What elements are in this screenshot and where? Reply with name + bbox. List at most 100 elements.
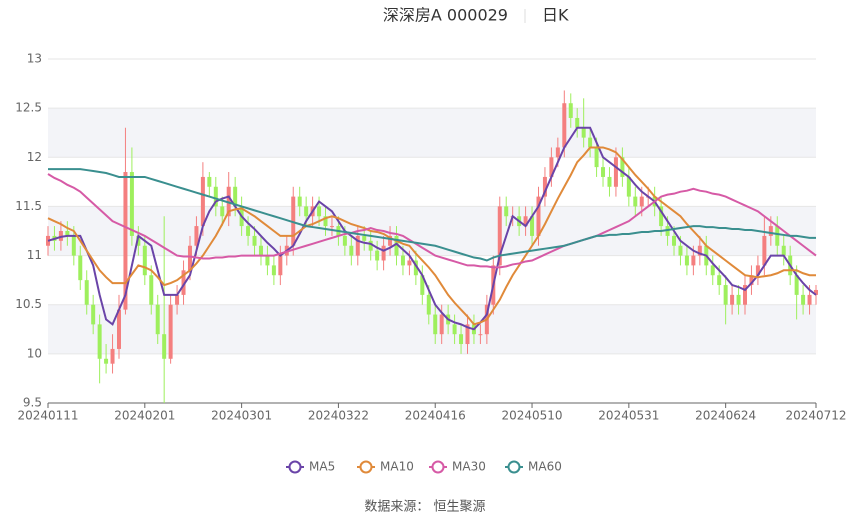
candle-body bbox=[730, 294, 735, 305]
candle-body bbox=[588, 137, 593, 148]
candle-body bbox=[613, 157, 618, 187]
candle-body bbox=[407, 260, 412, 266]
candle-body bbox=[601, 167, 606, 177]
candle-body bbox=[278, 255, 283, 276]
candle-body bbox=[755, 265, 760, 276]
candle-body bbox=[749, 275, 754, 286]
candle-body bbox=[659, 206, 664, 227]
y-tick-label: 11.5 bbox=[15, 199, 42, 213]
legend-item: MA5 bbox=[286, 460, 335, 474]
legend: MA5 MA10 MA30 MA60 bbox=[286, 460, 562, 474]
chart-period: 日K bbox=[542, 6, 569, 25]
y-tick-label: 12.5 bbox=[15, 101, 42, 115]
candle-body bbox=[413, 260, 418, 276]
candle-body bbox=[388, 235, 393, 246]
x-tick-label: 20240624 bbox=[695, 409, 756, 423]
candle-body bbox=[555, 147, 560, 158]
candle-body bbox=[84, 280, 89, 305]
ma-line bbox=[47, 126, 817, 331]
candle-body bbox=[97, 324, 102, 359]
plot-area: 9.5 10 10.5 11 11.5 12 12.5 13 20240111 20240201 2… bbox=[15, 52, 846, 423]
grid-band bbox=[48, 304, 816, 354]
x-tick-label: 20240510 bbox=[501, 409, 562, 423]
candle-body bbox=[181, 270, 186, 295]
legend-marker bbox=[359, 460, 373, 474]
ma-line bbox=[47, 146, 816, 326]
candle-body bbox=[523, 216, 528, 227]
candle-body bbox=[116, 309, 121, 349]
candle-body bbox=[252, 235, 257, 246]
candle-body bbox=[136, 235, 141, 246]
chart-title: 深深房A 000029 bbox=[383, 6, 508, 25]
candle-body bbox=[633, 196, 638, 207]
candle-body bbox=[717, 275, 722, 286]
candle-body bbox=[575, 117, 580, 128]
legend-label: MA60 bbox=[528, 460, 562, 474]
ma-line bbox=[48, 168, 816, 262]
candle-body bbox=[71, 235, 76, 256]
candle-body bbox=[213, 186, 218, 207]
candle-body bbox=[639, 196, 644, 207]
candle-body bbox=[697, 245, 702, 256]
candle-body bbox=[155, 304, 160, 335]
candle-body bbox=[562, 103, 567, 148]
candle-body bbox=[207, 176, 212, 187]
candle-body bbox=[233, 186, 238, 207]
y-tick-label: 10 bbox=[27, 346, 42, 360]
candle-body bbox=[568, 103, 573, 118]
candle-body bbox=[104, 358, 109, 364]
candle-body bbox=[149, 275, 154, 305]
legend-item: MA60 bbox=[505, 460, 562, 474]
y-tick-label: 12 bbox=[27, 150, 42, 164]
candle-body bbox=[110, 348, 115, 364]
candle-body bbox=[433, 314, 438, 335]
candle-body bbox=[400, 255, 405, 266]
y-tick-label: 13 bbox=[27, 52, 42, 66]
x-tick-label: 20240322 bbox=[308, 409, 369, 423]
candle-body bbox=[459, 334, 464, 345]
candle-body bbox=[304, 206, 309, 217]
candle-body bbox=[129, 172, 134, 236]
x-tick-label: 20240301 bbox=[211, 409, 272, 423]
candle-body bbox=[478, 334, 483, 336]
candle-body bbox=[175, 294, 180, 305]
candle-body bbox=[549, 157, 554, 177]
candle-body bbox=[452, 324, 457, 335]
candle-body bbox=[394, 235, 399, 256]
candle-body bbox=[65, 231, 70, 236]
x-tick-label: 20240712 bbox=[785, 409, 846, 423]
candle-body bbox=[329, 226, 334, 228]
candle-body bbox=[497, 206, 502, 266]
candle-body bbox=[581, 127, 586, 138]
candle-body bbox=[620, 157, 625, 177]
candle-body bbox=[607, 176, 612, 187]
candle-body bbox=[355, 235, 360, 256]
ma-line bbox=[47, 173, 817, 269]
candle-body bbox=[542, 176, 547, 197]
candle-body bbox=[91, 304, 96, 325]
candle-body bbox=[775, 226, 780, 246]
candle-body bbox=[265, 255, 270, 266]
legend-label: MA30 bbox=[452, 460, 486, 474]
candle-body bbox=[368, 240, 373, 251]
candle-body bbox=[78, 255, 83, 281]
y-tick-label: 9.5 bbox=[23, 396, 42, 410]
y-tick-label: 10.5 bbox=[15, 297, 42, 311]
x-tick-label: 20240531 bbox=[598, 409, 659, 423]
legend-item: MA10 bbox=[357, 460, 414, 474]
candle-body bbox=[194, 226, 199, 246]
candle-body bbox=[220, 206, 225, 217]
legend-marker bbox=[288, 460, 302, 474]
candle-body bbox=[691, 255, 696, 266]
candle-body bbox=[426, 294, 431, 315]
candle-body bbox=[684, 255, 689, 266]
candle-body bbox=[536, 196, 541, 236]
legend-label: MA10 bbox=[380, 460, 414, 474]
legend-marker bbox=[431, 460, 445, 474]
candle-body bbox=[258, 245, 263, 256]
candle-body bbox=[672, 235, 677, 246]
candle-body bbox=[381, 245, 386, 261]
candle-body bbox=[530, 216, 535, 236]
candle-body bbox=[723, 285, 728, 305]
candle-body bbox=[626, 176, 631, 197]
